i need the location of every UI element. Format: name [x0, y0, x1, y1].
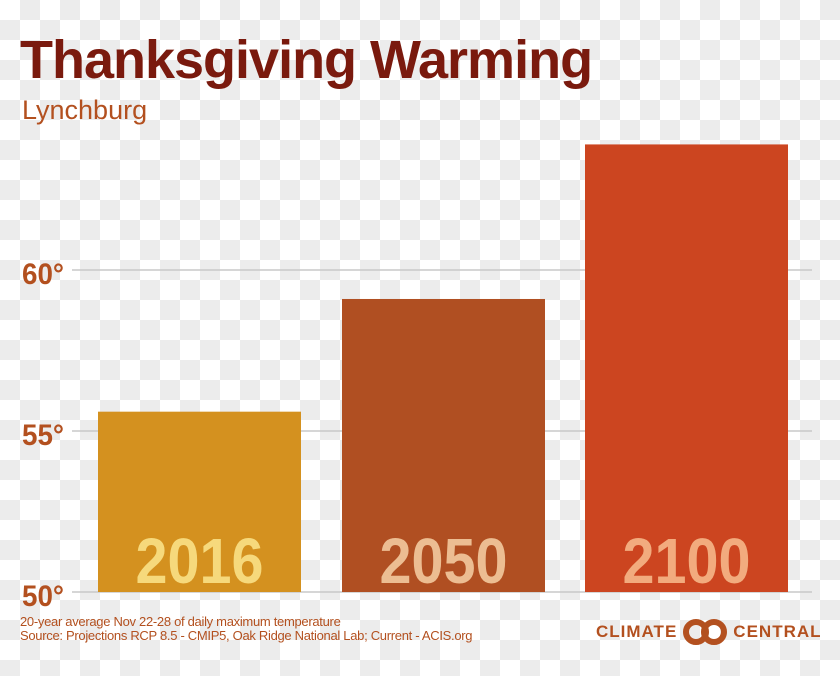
bar-label: 2050 — [380, 525, 508, 597]
bar-label: 2100 — [623, 525, 751, 597]
footnote: 20-year average Nov 22-28 of daily maxim… — [20, 614, 341, 629]
y-tick-label: 55° — [22, 419, 64, 452]
y-tick-label: 50° — [22, 580, 64, 613]
bar-2100 — [585, 144, 788, 593]
chart-title: Thanksgiving Warming — [20, 30, 593, 90]
bar-label: 2016 — [136, 525, 264, 597]
chart-subtitle: Lynchburg — [22, 95, 148, 125]
logo-text-left: CLIMATE — [596, 622, 678, 641]
bar-2050 — [342, 298, 545, 592]
logo-text-right: CENTRAL — [733, 622, 822, 641]
source-note: Source: Projections RCP 8.5 - CMIP5, Oak… — [20, 628, 473, 643]
y-tick-label: 60° — [22, 258, 64, 291]
bar-2016 — [98, 411, 301, 592]
logo-rings-icon — [683, 619, 728, 645]
climate-central-logo: CLIMATE CENTRAL — [596, 618, 822, 646]
